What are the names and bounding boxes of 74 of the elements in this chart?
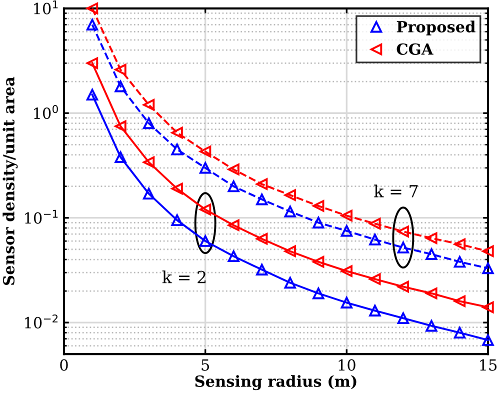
point (369, 234, 381, 246)
point (482, 245, 494, 258)
point (86, 18, 98, 30)
point (284, 276, 296, 289)
annotation: k = 7 (374, 184, 418, 198)
point (228, 180, 240, 192)
y-tick-label: 10$^{−1}$ (25, 210, 58, 224)
annotation: k = 2 (162, 270, 206, 284)
point (86, 2, 98, 14)
point (171, 214, 183, 226)
x-tick-label: 5 (202, 359, 210, 371)
point (228, 219, 240, 232)
y-tick-label: 10$^{−2}$ (25, 314, 58, 328)
point (199, 204, 212, 216)
point (426, 232, 438, 244)
point (426, 288, 438, 300)
point (228, 164, 240, 176)
point (171, 144, 183, 156)
point (369, 218, 381, 230)
point (369, 304, 381, 316)
point (482, 262, 494, 274)
point (454, 295, 466, 308)
point (284, 245, 296, 258)
point (454, 256, 466, 268)
point (397, 242, 410, 254)
point (256, 264, 268, 276)
point (114, 64, 126, 76)
point (114, 80, 126, 92)
point (256, 233, 268, 245)
point (228, 250, 240, 262)
x-axis-title: Sensing radius (m) (195, 375, 356, 390)
y-axis-title: Sensor density/unit area (2, 76, 18, 285)
point (199, 146, 212, 158)
point (454, 326, 466, 339)
point (114, 120, 126, 132)
legend-label: Proposed (396, 20, 476, 36)
point (171, 182, 183, 194)
point (171, 126, 183, 139)
point (426, 248, 438, 260)
point (340, 210, 353, 222)
y-tick-label: 10$^{0}$ (34, 105, 58, 120)
point (454, 238, 466, 250)
point (482, 334, 494, 346)
point (397, 226, 410, 238)
point (312, 216, 324, 228)
point (142, 156, 155, 168)
point (114, 151, 126, 163)
point (426, 320, 438, 332)
point (256, 178, 268, 190)
point (369, 273, 381, 285)
point (199, 235, 212, 247)
point (86, 57, 98, 70)
point (142, 188, 155, 200)
point (142, 99, 155, 111)
point (256, 194, 268, 206)
x-tick-label: 10 (338, 359, 356, 371)
point (142, 117, 155, 130)
point (397, 280, 410, 293)
point (199, 162, 212, 174)
point (284, 189, 296, 201)
point (340, 296, 353, 308)
point (397, 312, 410, 324)
point (340, 225, 353, 237)
point (482, 301, 494, 314)
point (284, 206, 296, 218)
point (312, 200, 324, 212)
point (86, 88, 98, 101)
point (312, 288, 324, 300)
legend-label: CGA (396, 43, 434, 55)
x-tick-label: 15 (480, 359, 497, 371)
x-tick-label: 0 (60, 359, 68, 371)
y-tick-label: 10$^{1}$ (34, 0, 58, 14)
point (340, 265, 353, 277)
point (312, 256, 324, 268)
